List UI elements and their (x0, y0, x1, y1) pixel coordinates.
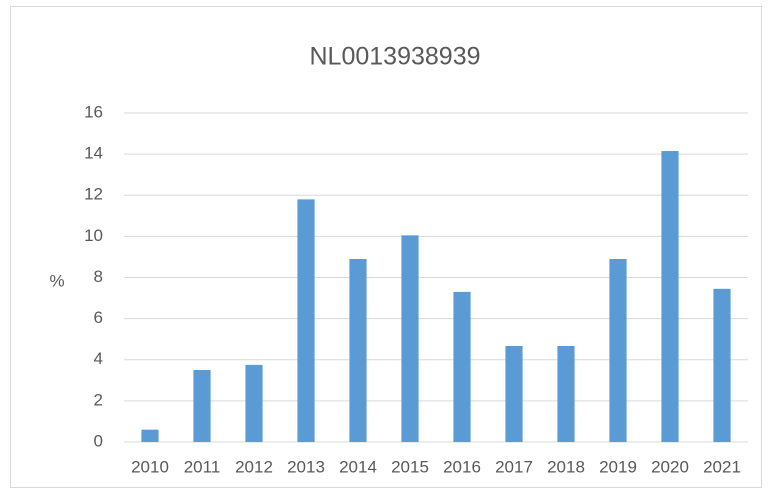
chart-title: NL0013938939 (310, 43, 481, 71)
bar (453, 291, 471, 442)
chart-border (10, 6, 762, 488)
bar (713, 288, 731, 442)
y-tick-label: 10 (84, 226, 103, 245)
x-tick-label: 2018 (547, 457, 585, 476)
x-tick-label: 2011 (184, 457, 221, 476)
y-tick-label: 4 (94, 349, 103, 368)
x-tick-label: 2020 (651, 457, 689, 476)
bar (661, 151, 679, 442)
x-tick-label: 2017 (495, 457, 533, 476)
y-axis-label: % (49, 271, 64, 290)
x-tick-label: 2013 (287, 457, 325, 476)
x-tick-label: 2010 (131, 457, 169, 476)
bar (401, 235, 419, 442)
x-tick-label: 2019 (599, 457, 637, 476)
y-tick-label: 8 (94, 267, 103, 286)
y-tick-label: 16 (84, 102, 103, 121)
bar (505, 345, 523, 442)
y-tick-label: 0 (94, 431, 103, 450)
x-tick-label: 2021 (703, 457, 741, 476)
y-tick-label: 14 (84, 144, 103, 163)
x-tick-label: 2014 (339, 457, 377, 476)
bar (141, 429, 159, 442)
x-tick-label: 2012 (235, 457, 273, 476)
bar (349, 258, 367, 442)
bar (245, 364, 263, 442)
x-tick-label: 2015 (391, 457, 429, 476)
bar (297, 199, 315, 442)
y-tick-label: 2 (94, 390, 103, 409)
bar (193, 370, 211, 442)
x-tick-label: 2016 (443, 457, 481, 476)
y-tick-label: 12 (84, 185, 103, 204)
bar (609, 258, 627, 442)
bar (557, 345, 575, 442)
y-tick-label: 6 (94, 308, 103, 327)
